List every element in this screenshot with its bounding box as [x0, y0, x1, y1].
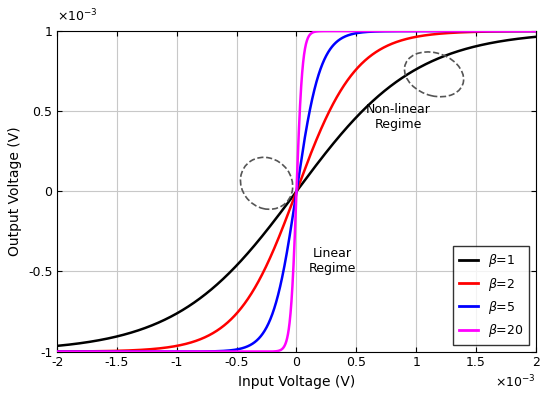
Text: Non-linear
Regime: Non-linear Regime	[366, 103, 431, 131]
Y-axis label: Output Voltage (V): Output Voltage (V)	[8, 127, 22, 256]
Legend: $\beta$=1, $\beta$=2, $\beta$=5, $\beta$=20: $\beta$=1, $\beta$=2, $\beta$=5, $\beta$…	[453, 246, 529, 345]
Text: $\times10^{-3}$: $\times10^{-3}$	[57, 8, 98, 25]
Text: $\times10^{-3}$: $\times10^{-3}$	[495, 374, 536, 391]
X-axis label: Input Voltage (V): Input Voltage (V)	[238, 375, 355, 389]
Text: Linear
Regime: Linear Regime	[309, 248, 356, 275]
